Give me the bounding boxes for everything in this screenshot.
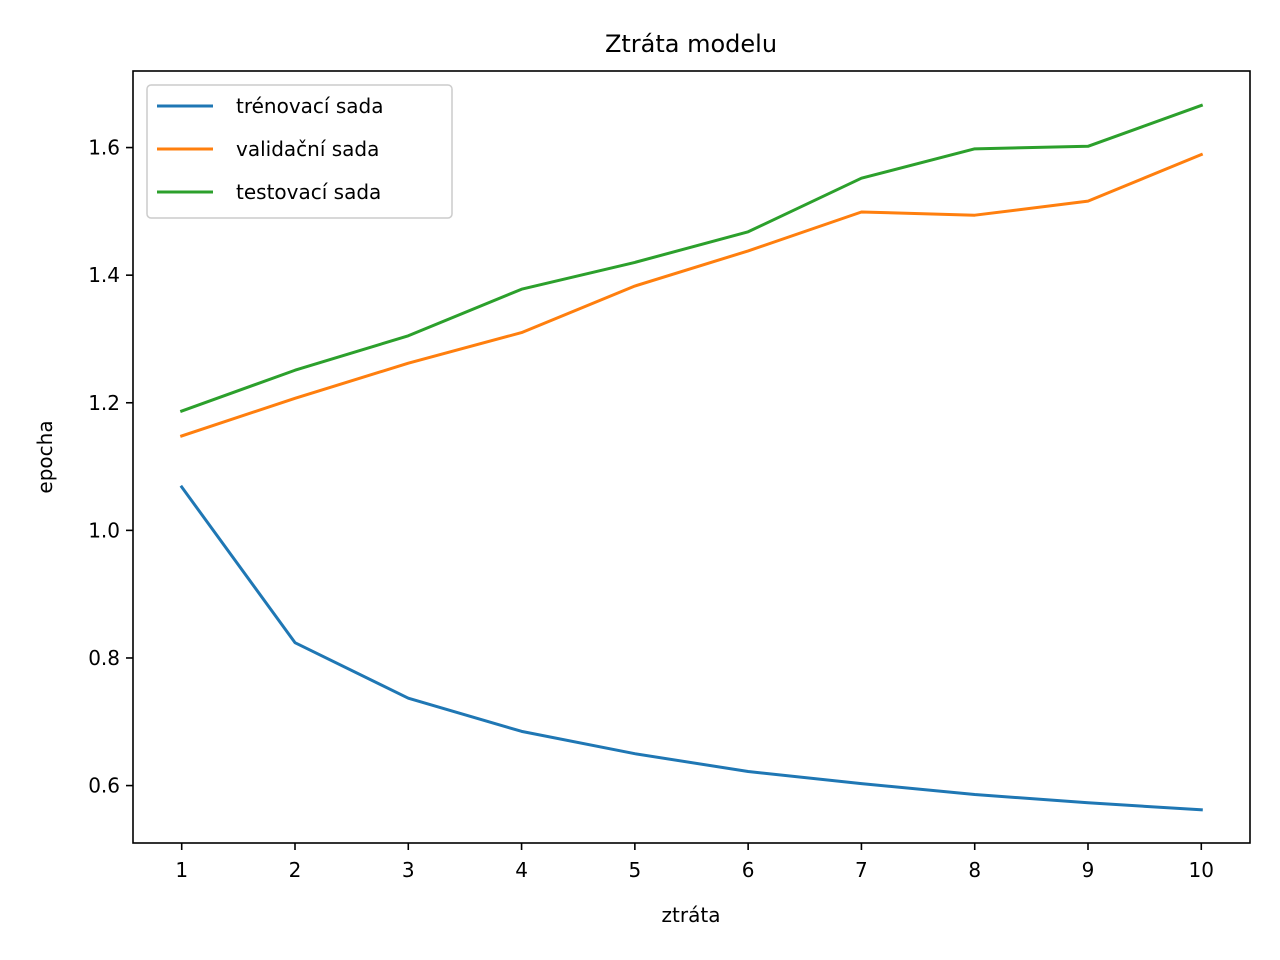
chart-title: Ztráta modelu	[605, 30, 777, 58]
series-line-3	[179, 103, 1204, 413]
x-tick-label: 4	[515, 858, 528, 882]
y-tick-label: 0.6	[88, 774, 120, 798]
legend-label: testovací sada	[236, 180, 381, 204]
y-tick-label: 1.4	[88, 263, 120, 287]
y-tick-label: 1.2	[88, 391, 120, 415]
series-line-1	[179, 484, 1203, 812]
plot-frame	[132, 70, 1251, 844]
x-tick-label: 7	[855, 858, 868, 882]
legend-label: validační sada	[236, 137, 379, 161]
y-axis: 0.6 0.8 1.0 1.2 1.4 1.6	[88, 136, 133, 798]
series-line-2	[179, 152, 1204, 438]
x-tick-label: 3	[402, 858, 415, 882]
x-tick-label: 5	[628, 858, 641, 882]
legend-box	[146, 84, 453, 219]
x-tick-label: 6	[742, 858, 755, 882]
x-axis-label: ztráta	[662, 903, 721, 927]
x-tick-label: 2	[289, 858, 302, 882]
y-tick-label: 1.0	[88, 518, 120, 542]
plot-area	[179, 103, 1204, 812]
x-tick-label: 10	[1189, 858, 1214, 882]
legend-label: trénovací sada	[236, 94, 383, 118]
y-axis-label: epocha	[33, 420, 57, 493]
y-tick-label: 1.6	[88, 136, 120, 160]
legend: trénovací sada validační sada testovací sa…	[146, 84, 453, 219]
x-tick-label: 9	[1082, 858, 1095, 882]
x-tick-label: 1	[175, 858, 188, 882]
x-tick-label: 8	[968, 858, 981, 882]
x-axis: 1 2 3 4 5 6 7 8 9 10	[175, 843, 1214, 882]
y-tick-label: 0.8	[88, 646, 120, 670]
